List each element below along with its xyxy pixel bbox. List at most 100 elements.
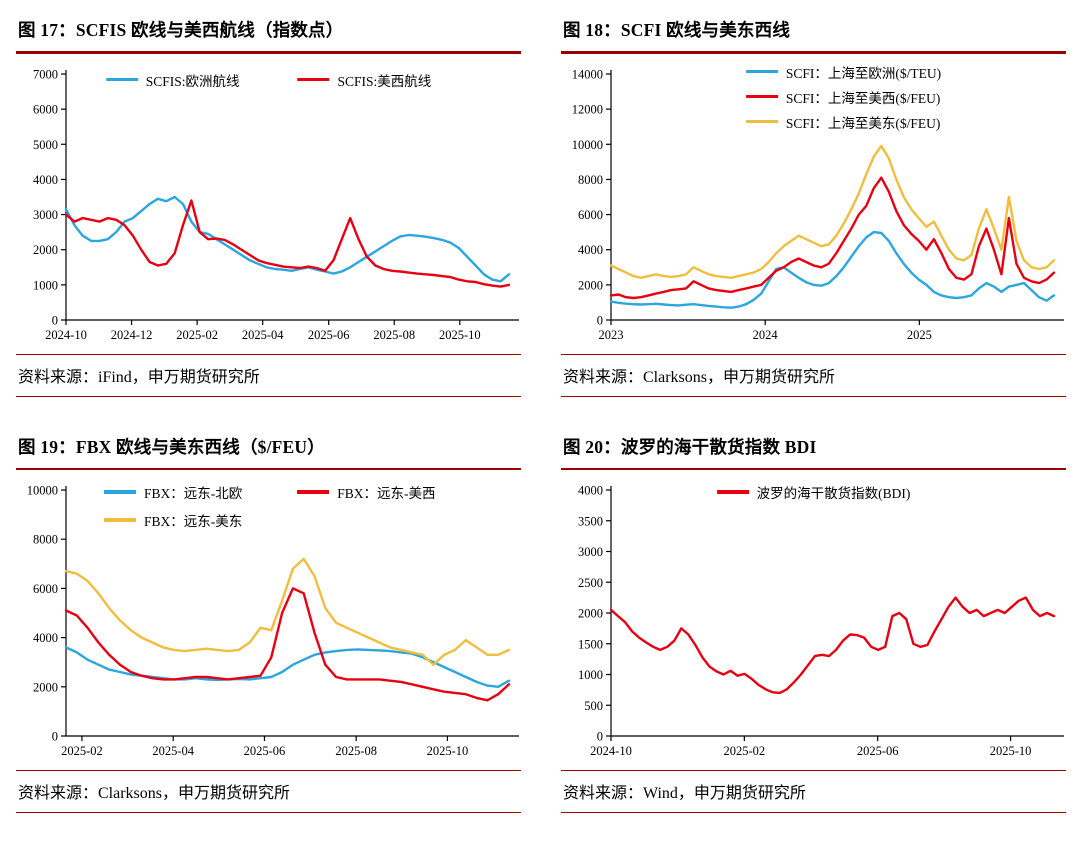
legend-label: SCFI：上海至美东($/FEU) [785,115,941,131]
svg-text:4000: 4000 [578,484,603,498]
svg-text:0: 0 [597,313,603,327]
svg-text:6000: 6000 [33,582,58,596]
figure-18-source-row: 资料来源：Clarksons，申万期货研究所 [561,353,1066,397]
svg-text:5000: 5000 [33,137,58,151]
legend-item: SCFI：上海至欧洲($/TEU) [745,62,942,82]
figure-18-legend: SCFI：上海至欧洲($/TEU) SCFI：上海至美西($/FEU) SCFI：上… [745,62,942,132]
figure-17-panel: 图 17：SCFIS 欧线与美西航线（指数点） 0 1000 2000 3000 400… [16,10,521,397]
figure-20-title: 图 20：波罗的海干散货指数 BDI [563,436,817,457]
figure-19-panel: 图 19：FBX 欧线与美东西线（$/FEU） 0 2000 4000 6000 800… [16,427,521,813]
svg-text:3500: 3500 [578,514,603,528]
figure-18-chart: 0 2000 4000 6000 8000 10000 12000 14000 2023 2024… [561,54,1066,350]
figure-19-legend: FBX：远东-北欧 FBX：远东-美西 FBX：远东-美东 [104,482,436,530]
legend-line-swatch-yellow [104,518,136,522]
legend-item: 波罗的海干散货指数(BDI) [716,482,911,502]
legend-label: SCFI：上海至欧洲($/TEU) [785,65,942,81]
svg-text:10000: 10000 [572,137,603,151]
legend-line-swatch-red [297,77,330,82]
legend-label: FBX：远东-北欧 [144,486,243,501]
svg-text:10000: 10000 [27,484,58,498]
figure-20-title-rule [561,467,1066,470]
figure-17-title-rule [16,51,521,54]
legend-item: SCFIS:美西航线 [297,70,432,90]
figure-17-title: 图 17：SCFIS 欧线与美西航线（指数点） [18,20,344,40]
legend-line-swatch-red [716,490,749,494]
figure-20-chart: 0 500 1000 1500 2000 2500 3000 3500 4000 2024-10 2… [561,470,1066,766]
legend-line-swatch-red [297,490,330,494]
svg-text:2025-10: 2025-10 [427,744,469,758]
svg-text:8000: 8000 [578,172,603,186]
svg-text:2500: 2500 [578,576,603,590]
legend-label: FBX：远东-美东 [144,514,243,529]
legend-label: SCFI：上海至美西($/FEU) [785,90,941,106]
figure-19-source-row: 资料来源：Clarksons，申万期货研究所 [16,770,521,813]
figure-20-legend: 波罗的海干散货指数(BDI) [716,482,911,502]
legend-line-swatch-blue [105,77,138,82]
svg-text:2025-06: 2025-06 [308,328,350,342]
svg-text:8000: 8000 [33,533,58,547]
figure-grid: 图 17：SCFIS 欧线与美西航线（指数点） 0 1000 2000 3000 400… [16,10,1066,813]
svg-text:2025-10: 2025-10 [439,328,481,342]
svg-text:2000: 2000 [33,243,58,257]
svg-text:2025-06: 2025-06 [244,744,286,758]
svg-text:2025: 2025 [907,328,932,342]
figure-18-plot: 0 2000 4000 6000 8000 10000 12000 14000 2023 2024… [572,67,1064,342]
svg-text:7000: 7000 [33,67,58,81]
svg-text:2025-02: 2025-02 [176,328,218,342]
figure-19-title-rule [16,467,521,470]
source-text: 资料来源：Wind，申万期货研究所 [563,785,806,802]
svg-text:4000: 4000 [33,631,58,645]
svg-text:2024: 2024 [753,328,779,342]
figure-20-panel: 图 20：波罗的海干散货指数 BDI 0 500 1000 1500 2000 2500 3… [561,427,1066,813]
svg-text:1500: 1500 [578,637,603,651]
svg-text:2024-10: 2024-10 [45,328,87,342]
svg-text:12000: 12000 [572,102,603,116]
svg-text:2024-10: 2024-10 [590,744,632,758]
legend-item: SCFIS:欧洲航线 [105,70,240,90]
legend-label: 波罗的海干散货指数(BDI) [756,486,911,501]
svg-text:2024-12: 2024-12 [111,328,153,342]
legend-line-swatch-red [745,94,778,99]
source-text: 资料来源：Clarksons，申万期货研究所 [18,785,291,802]
svg-text:2025-08: 2025-08 [335,744,377,758]
figure-17-source-row: 资料来源：iFind，申万期货研究所 [16,353,521,397]
svg-text:2025-08: 2025-08 [373,328,415,342]
svg-text:2000: 2000 [33,680,58,694]
svg-text:2000: 2000 [578,607,603,621]
svg-text:0: 0 [597,730,603,744]
figure-20-plot: 0 500 1000 1500 2000 2500 3000 3500 4000 2024-10 2… [578,484,1064,758]
svg-text:2025-10: 2025-10 [990,744,1032,758]
svg-text:6000: 6000 [578,208,603,222]
svg-text:0: 0 [52,313,58,327]
svg-text:4000: 4000 [578,243,603,257]
figure-19-chart: 0 2000 4000 6000 8000 10000 2025-02 2025-04 2025… [16,470,521,766]
figure-20-source-row: 资料来源：Wind，申万期货研究所 [561,770,1066,813]
source-text: 资料来源：iFind，申万期货研究所 [18,368,260,386]
figure-17-plot: 0 1000 2000 3000 4000 5000 6000 7000 2024-10 2024… [33,67,519,342]
svg-text:1000: 1000 [33,278,58,292]
legend-label: SCFIS:美西航线 [337,73,432,89]
legend-item: FBX：远东-美东 [104,510,242,530]
svg-text:1000: 1000 [578,668,603,682]
svg-text:2025-02: 2025-02 [61,744,103,758]
figure-17-legend: SCFIS:欧洲航线 SCFIS:美西航线 [105,70,432,90]
svg-text:2023: 2023 [599,328,624,342]
svg-text:3000: 3000 [578,545,603,559]
legend-item: SCFI：上海至美东($/FEU) [745,112,941,132]
svg-text:2025-04: 2025-04 [152,744,194,758]
svg-text:4000: 4000 [33,172,58,186]
legend-line-swatch-blue [104,490,136,494]
legend-line-swatch-yellow [745,119,778,124]
legend-item: FBX：远东-北欧 [104,482,242,502]
svg-text:6000: 6000 [33,102,58,116]
figure-17-chart: 0 1000 2000 3000 4000 5000 6000 7000 2024-10 2024… [16,54,521,350]
source-text: 资料来源：Clarksons，申万期货研究所 [563,368,836,386]
svg-text:500: 500 [584,699,603,713]
svg-text:2000: 2000 [578,278,603,292]
figure-18-panel: 图 18：SCFI 欧线与美东西线 0 2000 4000 6000 8000 10000… [561,10,1066,397]
svg-text:0: 0 [52,730,58,744]
figure-18-title: 图 18：SCFI 欧线与美东西线 [563,20,791,40]
figure-19-plot: 0 2000 4000 6000 8000 10000 2025-02 2025-04 2025… [27,484,519,758]
legend-item: SCFI：上海至美西($/FEU) [745,87,941,107]
